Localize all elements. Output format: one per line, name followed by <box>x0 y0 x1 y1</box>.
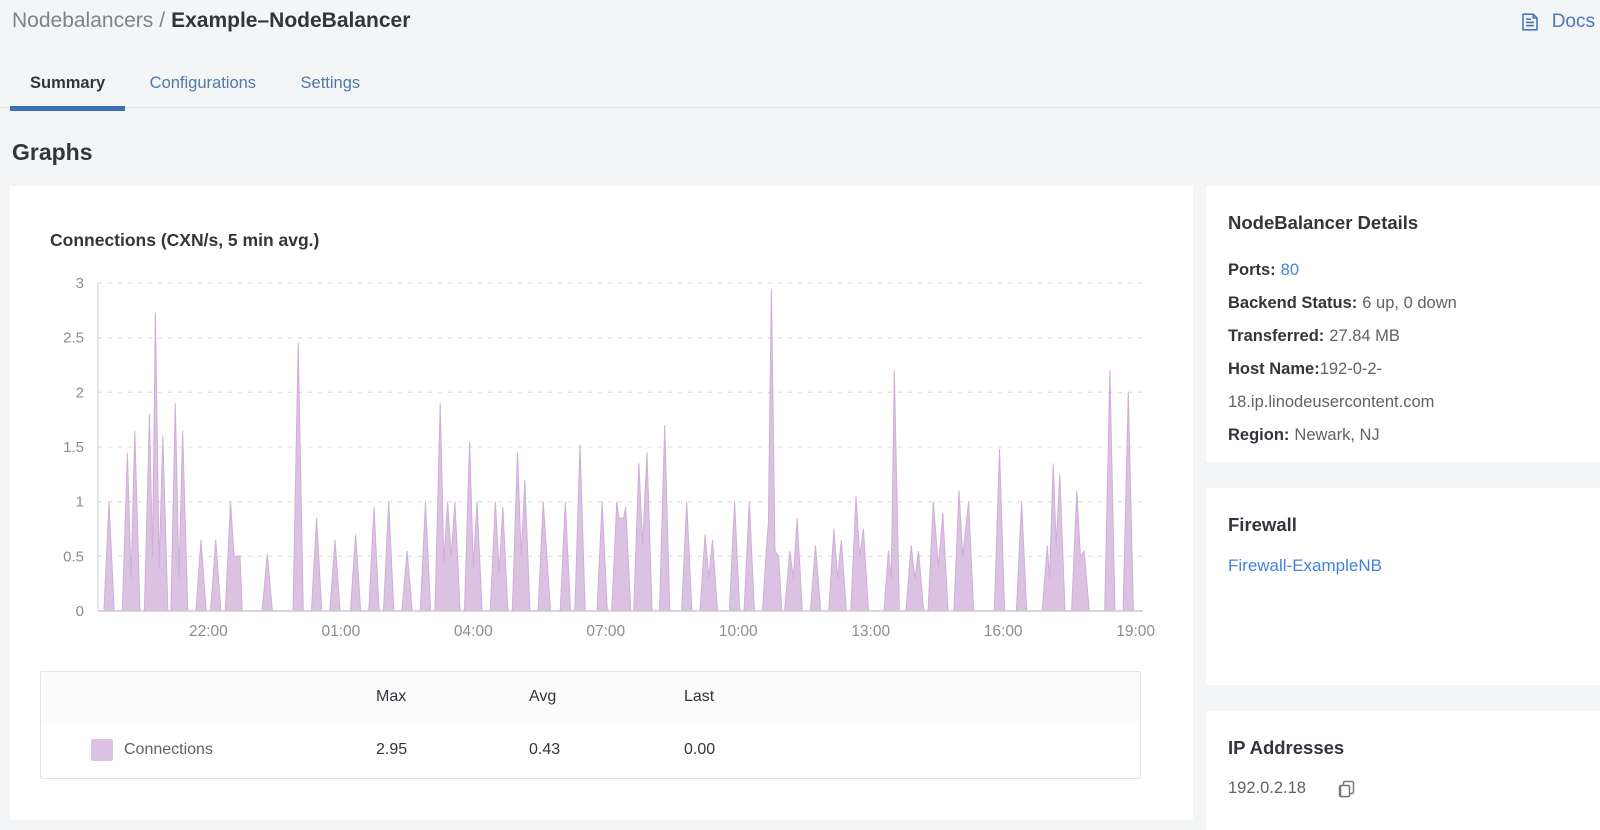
svg-text:19:00: 19:00 <box>1116 623 1155 640</box>
svg-text:01:00: 01:00 <box>321 623 360 640</box>
detail-row-hostname: Host Name:192-0-2-18.ip.linodeuserconten… <box>1228 360 1435 411</box>
port-80-link[interactable]: 80 <box>1280 261 1300 279</box>
breadcrumb: Nodebalancers / Example–NodeBalancer <box>12 9 410 33</box>
detail-row-backend-status: Backend Status: 6 up, 0 down <box>1228 294 1457 312</box>
legend-col-last: Last <box>684 688 715 705</box>
svg-text:16:00: 16:00 <box>984 623 1023 640</box>
firewall-link[interactable]: Firewall-ExampleNB <box>1228 556 1382 575</box>
legend-avg-value: 0.43 <box>529 741 561 758</box>
connections-area-chart[interactable]: 0 0.5 1 1.5 2 2.5 3 22:00 01:00 04:00 07:00 10:00 13… <box>40 270 1160 652</box>
ip-address-row: 192.0.2.18 <box>1228 779 1580 798</box>
legend-max-value: 2.95 <box>376 741 408 758</box>
breadcrumb-section[interactable]: Nodebalancers <box>12 9 154 32</box>
docs-link[interactable]: Docs <box>1519 11 1595 33</box>
docs-icon <box>1519 11 1541 33</box>
svg-text:04:00: 04:00 <box>454 623 493 640</box>
chart-legend-table: Max Avg Last Connections 2.95 0.43 0.00 <box>40 671 1141 779</box>
svg-text:22:00: 22:00 <box>189 623 228 640</box>
svg-text:07:00: 07:00 <box>586 623 625 640</box>
chart-title: Connections (CXN/s, 5 min avg.) <box>50 230 320 250</box>
ip-address-value: 192.0.2.18 <box>1228 779 1306 797</box>
legend-last-value: 0.00 <box>684 741 716 758</box>
connections-swatch <box>91 739 113 761</box>
svg-text:1.5: 1.5 <box>63 439 84 456</box>
details-card-title: NodeBalancer Details <box>1228 212 1419 233</box>
tab-bar: Summary Configurations Settings <box>0 61 1600 111</box>
page-section-title: Graphs <box>12 139 93 165</box>
legend-series-label: Connections <box>124 741 213 758</box>
tab-summary[interactable]: Summary <box>10 61 126 111</box>
nodebalancer-details-card: NodeBalancer Details Ports: 80 Backend St… <box>1206 186 1600 462</box>
tab-settings[interactable]: Settings <box>300 74 361 92</box>
ip-card-title: IP Addresses <box>1228 737 1345 758</box>
svg-text:13:00: 13:00 <box>851 623 890 640</box>
legend-header-row: Max Avg Last <box>41 672 1140 722</box>
breadcrumb-separator: / <box>159 9 166 32</box>
connections-graph-card: Connections (CXN/s, 5 min avg.) 0 0.5 1 1.5… <box>10 186 1193 820</box>
svg-text:10:00: 10:00 <box>719 623 758 640</box>
svg-text:2: 2 <box>76 384 84 401</box>
svg-text:2.5: 2.5 <box>63 330 84 347</box>
legend-col-avg: Avg <box>529 688 557 705</box>
svg-text:3: 3 <box>76 275 84 292</box>
tab-configurations[interactable]: Configurations <box>149 74 257 92</box>
ip-addresses-card: IP Addresses 192.0.2.18 <box>1206 711 1600 830</box>
detail-row-region: Region: Newark, NJ <box>1228 426 1380 444</box>
firewall-card: Firewall Firewall-ExampleNB <box>1206 488 1600 685</box>
legend-col-max: Max <box>376 688 407 705</box>
svg-text:0: 0 <box>76 603 84 620</box>
svg-text:0.5: 0.5 <box>63 548 84 565</box>
svg-text:1: 1 <box>76 494 84 511</box>
copy-icon <box>1338 780 1356 801</box>
detail-row-ports: Ports: 80 <box>1228 261 1300 279</box>
legend-data-row: Connections 2.95 0.43 0.00 <box>41 722 1140 778</box>
firewall-card-title: Firewall <box>1228 514 1297 535</box>
copy-ip-button[interactable] <box>1338 780 1356 798</box>
docs-label: Docs <box>1551 11 1595 32</box>
breadcrumb-entity: Example–NodeBalancer <box>171 9 411 32</box>
detail-row-transferred: Transferred: 27.84 MB <box>1228 327 1400 345</box>
